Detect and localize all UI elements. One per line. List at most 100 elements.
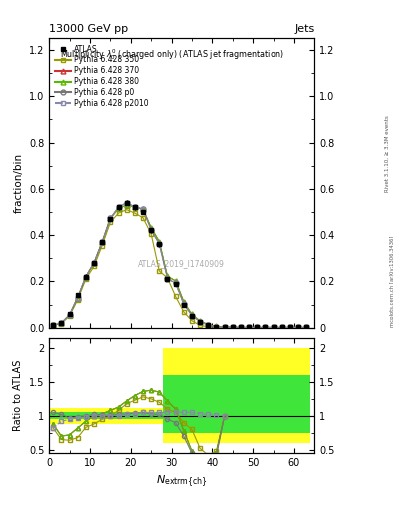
Line: Pythia 6.428 p0: Pythia 6.428 p0 <box>51 200 309 330</box>
Pythia 6.428 350 <box>59 321 64 327</box>
Pythia 6.428 p2010 <box>206 322 211 328</box>
Pythia 6.428 p2010 <box>165 275 170 282</box>
Pythia 6.428 p2010 <box>255 325 260 331</box>
Pythia 6.428 350 <box>182 309 186 315</box>
Pythia 6.428 p0 <box>67 312 72 318</box>
Pythia 6.428 p2010 <box>288 325 292 331</box>
Pythia 6.428 p2010 <box>149 227 154 233</box>
Pythia 6.428 p2010 <box>83 274 88 280</box>
Pythia 6.428 p0 <box>100 239 105 245</box>
Pythia 6.428 350 <box>108 219 113 225</box>
Pythia 6.428 370 <box>116 205 121 211</box>
Pythia 6.428 350 <box>255 325 260 331</box>
Pythia 6.428 p0 <box>288 325 292 331</box>
Pythia 6.428 370 <box>92 260 96 266</box>
Text: Rivet 3.1.10, ≥ 3.3M events: Rivet 3.1.10, ≥ 3.3M events <box>385 115 389 192</box>
Pythia 6.428 350 <box>92 263 96 269</box>
Pythia 6.428 p2010 <box>92 260 96 266</box>
Pythia 6.428 380 <box>247 325 252 331</box>
Pythia 6.428 380 <box>182 298 186 305</box>
Pythia 6.428 380 <box>222 324 227 330</box>
Pythia 6.428 350 <box>239 325 243 331</box>
Pythia 6.428 370 <box>296 325 300 331</box>
Pythia 6.428 350 <box>230 325 235 331</box>
Pythia 6.428 p2010 <box>116 204 121 210</box>
Pythia 6.428 380 <box>288 325 292 331</box>
Pythia 6.428 380 <box>132 204 137 210</box>
Pythia 6.428 380 <box>141 206 145 212</box>
Pythia 6.428 370 <box>165 273 170 280</box>
Pythia 6.428 370 <box>189 311 194 317</box>
Pythia 6.428 350 <box>173 293 178 300</box>
Pythia 6.428 p0 <box>83 274 88 280</box>
Pythia 6.428 p2010 <box>75 294 80 301</box>
Pythia 6.428 380 <box>263 325 268 331</box>
Pythia 6.428 p0 <box>124 200 129 206</box>
Pythia 6.428 380 <box>279 325 284 331</box>
Pythia 6.428 p0 <box>51 322 55 328</box>
Pythia 6.428 380 <box>189 311 194 317</box>
Pythia 6.428 p0 <box>214 324 219 330</box>
Pythia 6.428 370 <box>206 322 211 328</box>
Pythia 6.428 370 <box>173 278 178 284</box>
Text: 13000 GeV pp: 13000 GeV pp <box>49 24 128 34</box>
Pythia 6.428 380 <box>100 239 105 245</box>
Pythia 6.428 p0 <box>247 325 252 331</box>
Pythia 6.428 380 <box>214 323 219 329</box>
Pythia 6.428 p0 <box>173 280 178 286</box>
Pythia 6.428 p0 <box>108 216 113 222</box>
Pythia 6.428 370 <box>83 274 88 280</box>
Pythia 6.428 370 <box>214 323 219 329</box>
Pythia 6.428 p2010 <box>51 322 55 328</box>
Pythia 6.428 350 <box>75 297 80 303</box>
Pythia 6.428 370 <box>279 325 284 331</box>
Pythia 6.428 p0 <box>182 301 186 307</box>
Pythia 6.428 370 <box>288 325 292 331</box>
Line: Pythia 6.428 p2010: Pythia 6.428 p2010 <box>51 200 309 330</box>
Pythia 6.428 380 <box>67 312 72 318</box>
Pythia 6.428 370 <box>198 318 202 324</box>
Pythia 6.428 370 <box>222 324 227 330</box>
Line: Pythia 6.428 380: Pythia 6.428 380 <box>51 203 309 330</box>
Pythia 6.428 p0 <box>141 206 145 212</box>
Pythia 6.428 p2010 <box>263 325 268 331</box>
Pythia 6.428 350 <box>304 325 309 331</box>
Y-axis label: Ratio to ATLAS: Ratio to ATLAS <box>13 360 23 431</box>
Pythia 6.428 370 <box>182 298 186 305</box>
Text: ATLAS_2019_I1740909: ATLAS_2019_I1740909 <box>138 260 225 268</box>
Pythia 6.428 p2010 <box>247 325 252 331</box>
Pythia 6.428 p2010 <box>189 312 194 318</box>
Pythia 6.428 380 <box>92 260 96 266</box>
Pythia 6.428 370 <box>157 239 162 245</box>
Pythia 6.428 p2010 <box>59 320 64 326</box>
Pythia 6.428 p0 <box>132 204 137 210</box>
Pythia 6.428 350 <box>67 313 72 319</box>
Pythia 6.428 p0 <box>116 204 121 210</box>
Pythia 6.428 350 <box>206 324 211 330</box>
Line: Pythia 6.428 370: Pythia 6.428 370 <box>51 203 309 330</box>
Y-axis label: fraction/bin: fraction/bin <box>13 153 23 213</box>
Pythia 6.428 370 <box>255 325 260 331</box>
Pythia 6.428 p2010 <box>132 204 137 210</box>
Pythia 6.428 p2010 <box>230 324 235 330</box>
Pythia 6.428 p0 <box>149 227 154 233</box>
Pythia 6.428 380 <box>59 320 64 326</box>
Pythia 6.428 p2010 <box>296 325 300 331</box>
Pythia 6.428 350 <box>83 276 88 282</box>
Pythia 6.428 p2010 <box>182 301 186 307</box>
Pythia 6.428 380 <box>116 205 121 211</box>
Pythia 6.428 370 <box>230 324 235 330</box>
Pythia 6.428 380 <box>255 325 260 331</box>
Pythia 6.428 p2010 <box>124 200 129 206</box>
Pythia 6.428 p2010 <box>271 325 276 331</box>
Pythia 6.428 p2010 <box>304 325 309 331</box>
Pythia 6.428 350 <box>222 325 227 331</box>
Pythia 6.428 380 <box>198 318 202 324</box>
Pythia 6.428 350 <box>279 325 284 331</box>
Pythia 6.428 370 <box>124 202 129 208</box>
Pythia 6.428 350 <box>132 210 137 216</box>
Pythia 6.428 380 <box>296 325 300 331</box>
Pythia 6.428 380 <box>83 274 88 280</box>
Pythia 6.428 370 <box>132 204 137 210</box>
Pythia 6.428 350 <box>247 325 252 331</box>
